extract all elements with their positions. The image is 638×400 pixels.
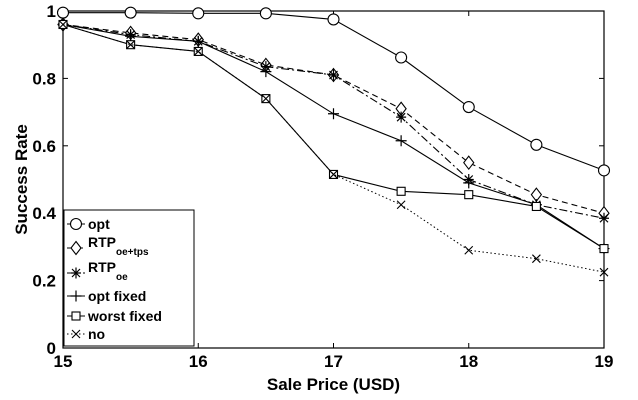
data-point <box>56 6 70 19</box>
data-point <box>464 190 474 200</box>
legend-item: no <box>67 326 105 342</box>
legend-label-sub: oe+tps <box>116 247 149 258</box>
data-point <box>599 244 609 254</box>
y-axis-label: Success Rate <box>12 124 31 235</box>
y-tick-label: 0.6 <box>32 137 56 156</box>
data-point <box>329 170 338 179</box>
x-tick-label: 15 <box>54 352 73 371</box>
data-point <box>531 201 541 212</box>
series-line <box>62 24 605 273</box>
data-point <box>125 30 137 42</box>
series-0 <box>56 6 611 177</box>
data-point <box>328 69 339 81</box>
data-point <box>260 66 272 78</box>
data-point <box>396 111 407 123</box>
legend-box <box>63 209 195 347</box>
data-point <box>396 186 406 196</box>
legend-label: opt fixed <box>88 288 146 304</box>
legend-label-sub: oe <box>116 272 128 283</box>
legend-label: no <box>88 326 105 342</box>
y-tick-label: 0.8 <box>32 69 56 88</box>
data-point <box>463 155 475 171</box>
x-axis-label: Sale Price (USD) <box>267 375 400 394</box>
data-point <box>327 13 340 26</box>
data-point <box>192 7 205 20</box>
data-point <box>124 6 137 19</box>
data-point <box>530 187 543 203</box>
y-tick-label: 0 <box>47 339 56 358</box>
data-point <box>599 212 609 224</box>
data-point <box>328 108 339 120</box>
series-2 <box>58 18 609 224</box>
series-line <box>62 23 605 214</box>
data-point <box>193 47 203 56</box>
legend-label: RTP <box>88 234 116 250</box>
series-line <box>62 23 605 219</box>
legend-label: worst fixed <box>87 308 162 324</box>
x-tick-label: 17 <box>324 352 343 371</box>
x-tick-label: 16 <box>189 352 208 371</box>
data-point <box>597 164 611 177</box>
legend-label: RTP <box>88 259 116 275</box>
data-point <box>462 100 475 114</box>
legend-marker <box>70 290 82 302</box>
legend-item: opt fixed <box>67 288 146 304</box>
data-point <box>530 138 543 151</box>
legend-marker <box>71 311 81 321</box>
data-point <box>463 177 475 189</box>
data-point <box>531 254 541 264</box>
data-point <box>192 35 204 47</box>
legend-marker <box>71 267 81 279</box>
x-tick-label: 18 <box>459 352 478 371</box>
data-point <box>261 94 271 104</box>
data-point <box>58 20 68 29</box>
data-point <box>395 51 408 64</box>
series-5 <box>58 20 609 277</box>
y-tick-label: 0.4 <box>32 204 56 223</box>
y-tick-label: 0.2 <box>32 272 56 291</box>
series-group <box>56 6 611 277</box>
legend-marker <box>69 217 83 231</box>
data-point <box>396 200 406 210</box>
legend-marker <box>70 240 82 256</box>
data-point <box>395 135 407 147</box>
x-tick-label: 19 <box>595 352 614 371</box>
data-point <box>259 7 272 20</box>
legend-item: opt <box>67 216 110 232</box>
data-point <box>464 245 474 255</box>
legend-label: opt <box>88 216 110 232</box>
legend-item: worst fixed <box>67 308 162 324</box>
data-point <box>599 267 609 277</box>
legend-marker <box>71 329 81 339</box>
data-point <box>126 40 136 50</box>
y-tick-label: 1 <box>47 2 56 21</box>
